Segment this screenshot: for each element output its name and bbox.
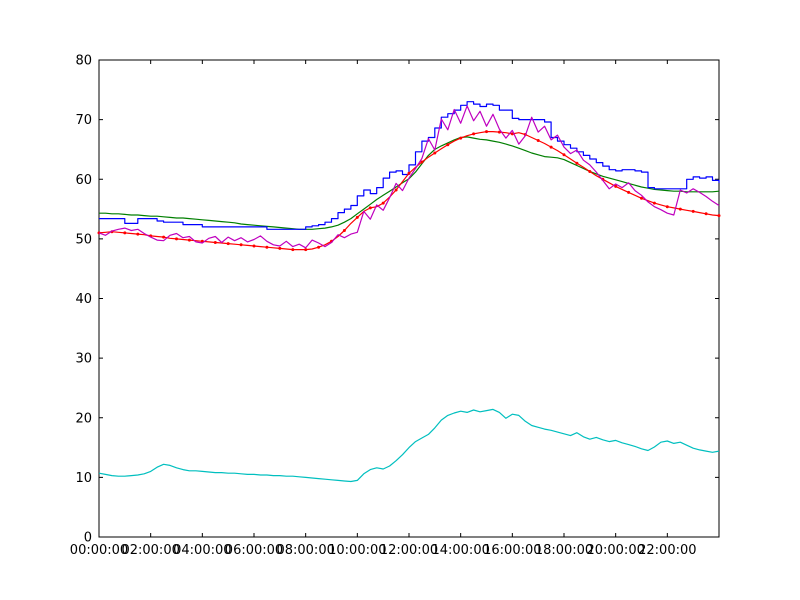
y-tick-label: 40	[75, 292, 92, 307]
series-smooth-red-markers-marker	[252, 244, 256, 248]
series-smooth-red-markers-marker	[691, 209, 695, 213]
series-smooth-red-markers-marker	[627, 190, 631, 194]
y-tick-label: 50	[75, 232, 92, 247]
series-smooth-red-markers-marker	[446, 143, 450, 147]
series-smooth-red-markers-marker	[381, 201, 385, 205]
x-tick-label: 06:00:00	[225, 543, 283, 558]
x-tick-label: 00:00:00	[70, 543, 128, 558]
x-tick-label: 10:00:00	[328, 543, 386, 558]
plot-frame	[98, 59, 720, 538]
y-tick-label: 80	[75, 54, 92, 69]
series-smooth-red-markers-marker	[704, 212, 708, 216]
series-smooth-red-markers-marker	[433, 151, 437, 155]
x-tick-label: 04:00:00	[173, 543, 231, 558]
series-smooth-red-markers-marker	[407, 171, 411, 175]
y-tick-label: 0	[84, 531, 92, 546]
series-smooth-red-markers-marker	[549, 145, 553, 149]
series-smooth-red-markers-marker	[497, 130, 501, 134]
series-smooth-red-markers-marker	[420, 160, 424, 164]
series-smooth-red-markers-marker	[717, 214, 721, 218]
series-smooth-red-markers-marker	[640, 196, 643, 200]
series-smooth-red-markers-marker	[304, 248, 308, 252]
x-tick-label: 20:00:00	[586, 543, 644, 558]
series-smooth-red-markers-marker	[588, 170, 592, 173]
y-tick-label: 60	[75, 173, 92, 188]
y-tick-label: 20	[75, 411, 92, 426]
series-smooth-red-markers-marker	[665, 205, 669, 209]
series-smooth-red-markers-marker	[162, 235, 166, 239]
series-smooth-red-markers-marker	[536, 139, 540, 142]
series-smooth-red-markers-marker	[123, 231, 127, 235]
y-tick-label: 10	[75, 471, 92, 486]
series-smooth-red-markers-marker	[485, 130, 488, 134]
series-smooth-red-markers-marker	[175, 237, 178, 241]
series-smooth-red-markers-marker	[291, 248, 295, 252]
series-smooth-red-markers-marker	[239, 243, 243, 247]
series-smooth-red-markers-marker	[368, 206, 372, 210]
series-smooth-red-markers-marker	[187, 238, 191, 242]
series-low-cyan	[98, 408, 720, 483]
series-smooth-red-markers-marker	[459, 136, 463, 140]
series-smooth-red-markers-marker	[342, 229, 346, 232]
x-tick-label: 02:00:00	[121, 543, 179, 558]
series-smooth-red-markers-marker	[678, 207, 682, 211]
x-tick-label: 18:00:00	[535, 543, 593, 558]
series-smooth-red-markers-marker	[472, 132, 476, 136]
y-tick-label: 30	[75, 352, 92, 367]
x-tick-label: 22:00:00	[638, 543, 696, 558]
series-smooth-red-markers-marker	[278, 246, 282, 250]
series-smooth-red-markers-marker	[213, 241, 217, 244]
x-tick-label: 16:00:00	[483, 543, 541, 558]
series-smooth-red-markers-marker	[652, 201, 656, 205]
series-smooth-red-markers-marker	[562, 153, 566, 157]
series-smooth-red-markers-marker	[355, 215, 359, 219]
series-smooth-red-markers-marker	[575, 161, 579, 165]
series-stepped-blue	[99, 101, 720, 230]
series-smooth-red-markers-marker	[136, 232, 140, 236]
series-smooth-red-markers-marker	[614, 184, 618, 188]
y-tick-label: 70	[75, 113, 92, 128]
x-tick-label: 14:00:00	[431, 543, 489, 558]
series-smooth-red-markers-marker	[265, 245, 269, 249]
series-smooth-red-markers-marker	[394, 188, 398, 192]
series-noisy-magenta	[98, 105, 720, 249]
x-tick-label: 12:00:00	[380, 543, 438, 558]
series-smooth-red-markers-marker	[317, 245, 321, 249]
series-smooth-red-markers-marker	[226, 242, 230, 246]
x-tick-label: 08:00:00	[276, 543, 334, 558]
